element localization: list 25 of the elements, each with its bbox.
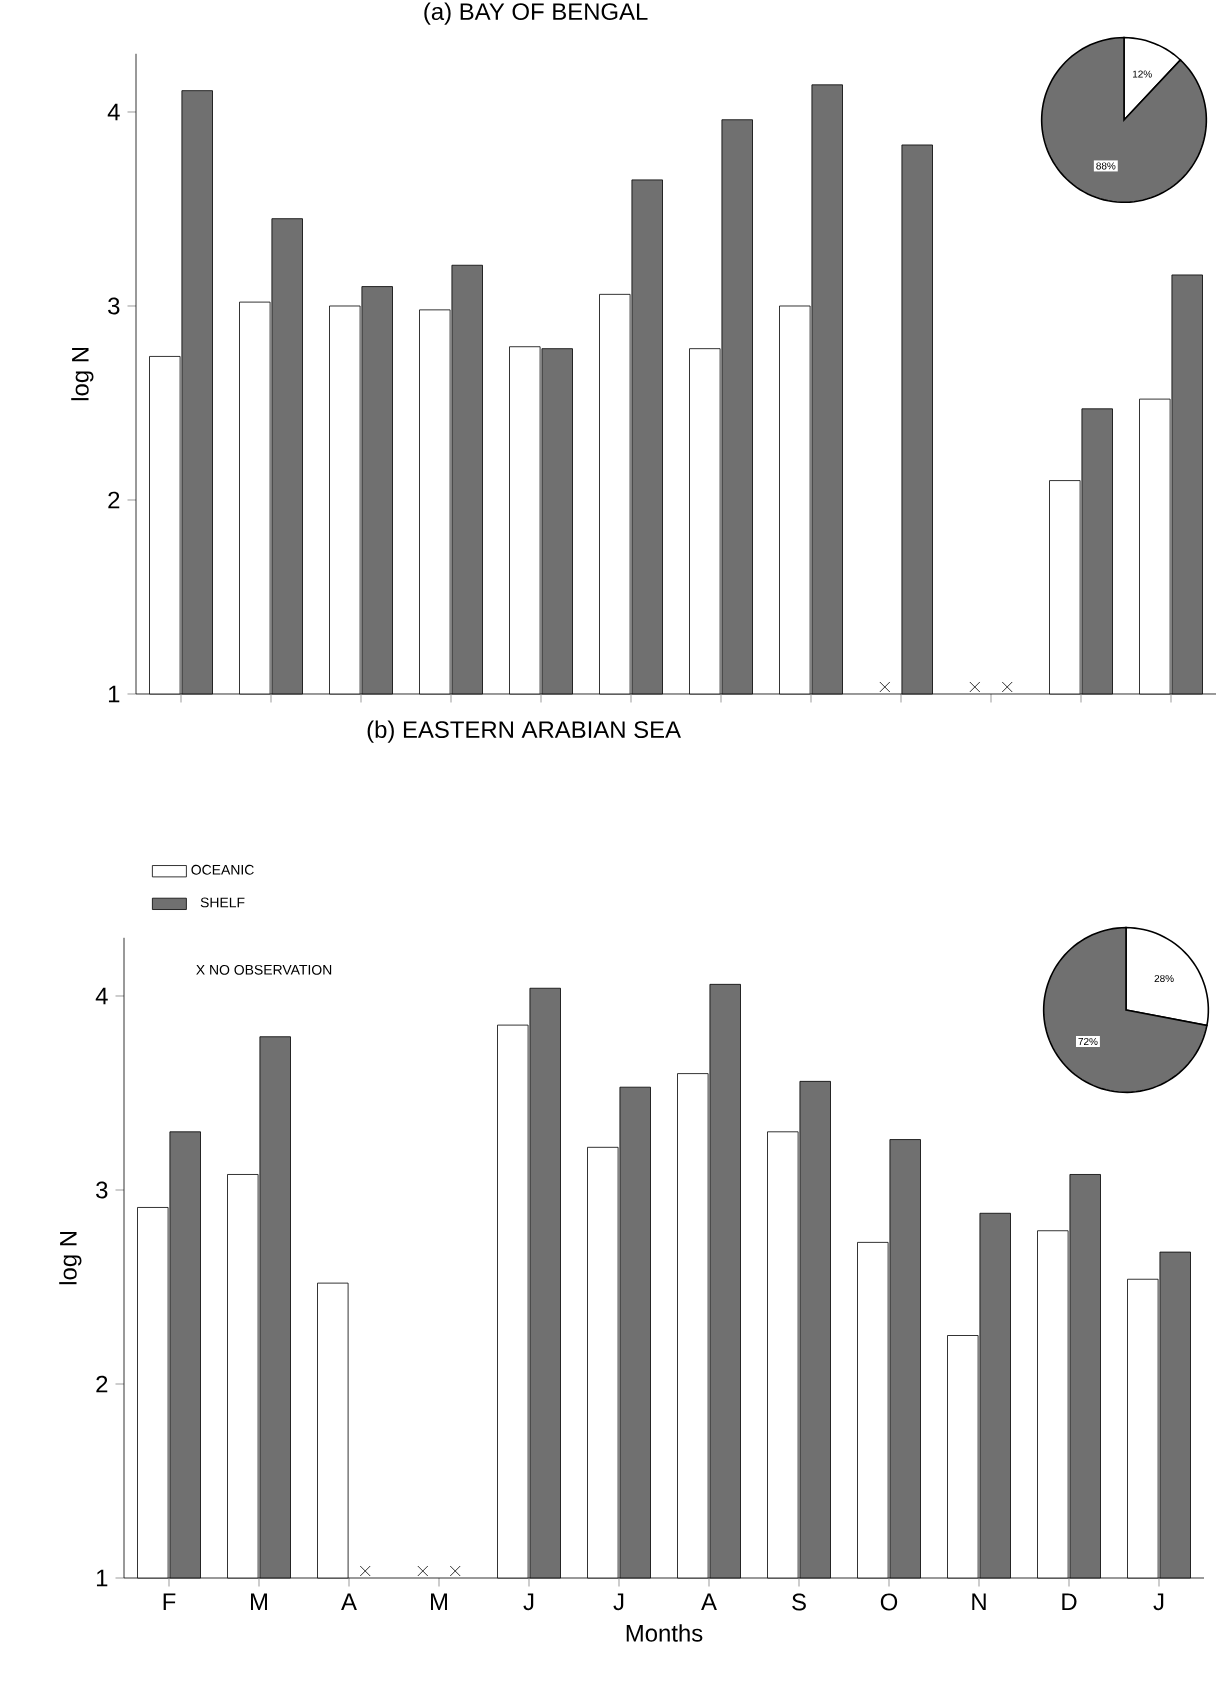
y-tick-label: 3 (108, 297, 120, 315)
x-tick-label: J (523, 1593, 534, 1611)
y-tick-label: 4 (95, 987, 108, 1005)
x-tick-label: J (613, 1593, 624, 1611)
x-tick-label: A (701, 1593, 717, 1610)
y-tick-label: 1 (96, 1569, 108, 1587)
chart-title: (a) BAY OF BENGAL (424, 2, 648, 25)
y-tick-label: 1 (108, 685, 120, 703)
y-tick-label: 2 (96, 1375, 108, 1393)
x-tick-label: A (341, 1593, 357, 1610)
x-axis-title: Months (626, 1624, 703, 1642)
y-tick-label: 3 (96, 1181, 108, 1199)
x-tick-label: D (1062, 1593, 1077, 1610)
x-tick-label: N (972, 1593, 986, 1610)
x-tick-label: J (1153, 1593, 1164, 1611)
y-tick-label: 2 (108, 491, 120, 509)
y-axis-title: log N (71, 347, 94, 401)
x-tick-label: O (880, 1593, 898, 1611)
y-tick-label: 4 (107, 103, 120, 121)
x-tick-label: M (431, 1593, 447, 1610)
y-axis-title: log N (59, 1231, 82, 1285)
chart-title: (b) EASTERN ARABIAN SEA (367, 720, 681, 743)
x-tick-label: F (163, 1593, 176, 1610)
x-tick-label: S (792, 1593, 806, 1611)
x-tick-label: M (251, 1593, 267, 1610)
